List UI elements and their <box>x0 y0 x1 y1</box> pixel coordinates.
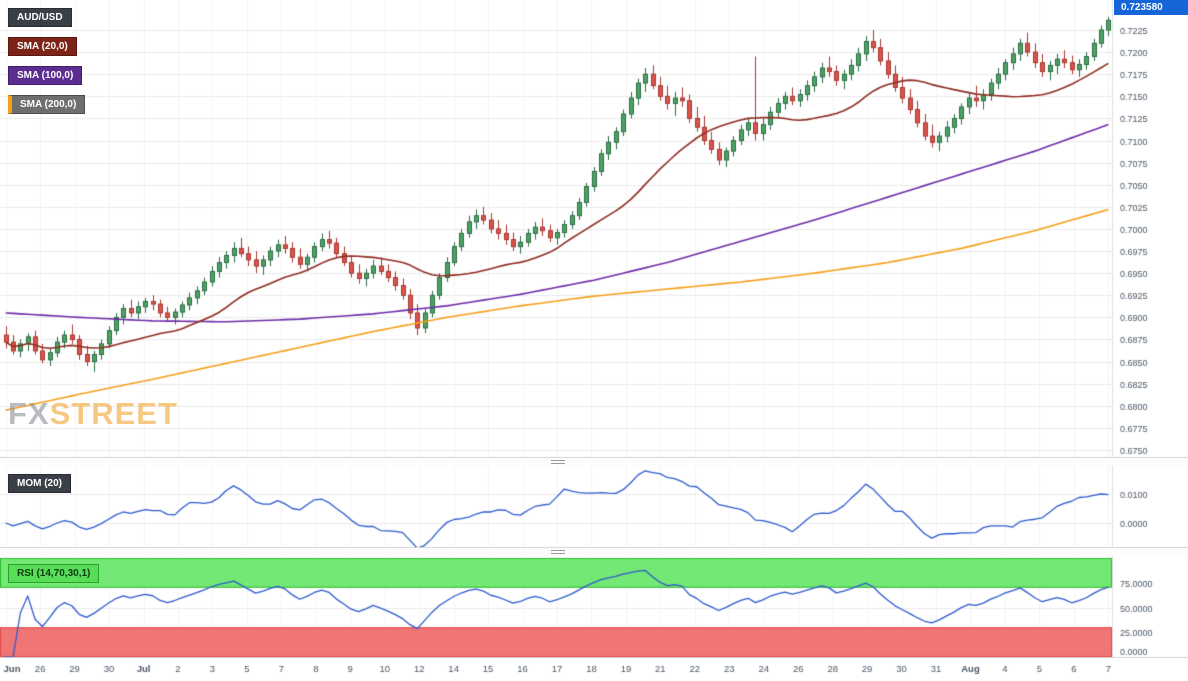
legend-pair[interactable]: AUD/USD <box>8 8 72 27</box>
resize-grip-icon <box>551 460 565 464</box>
sma200-label: SMA (200,0) <box>20 99 77 110</box>
legend: AUD/USD SMA (20,0) SMA (100,0) SMA (200,… <box>8 8 86 114</box>
momentum-panel: MOM (20) <box>0 466 1188 548</box>
time-axis[interactable] <box>0 658 1188 681</box>
rsi-canvas[interactable] <box>0 556 1188 658</box>
resize-grip-icon <box>551 550 565 554</box>
legend-rsi[interactable]: RSI (14,70,30,1) <box>8 564 100 583</box>
rsi-panel: RSI (14,70,30,1) <box>0 556 1188 658</box>
legend-sma100[interactable]: SMA (100,0) <box>8 66 83 85</box>
legend-sma200[interactable]: SMA (200,0) <box>8 95 86 114</box>
mom-label: MOM (20) <box>17 478 62 489</box>
price-panel: AUD/USD SMA (20,0) SMA (100,0) SMA (200,… <box>0 0 1188 458</box>
last-price-badge: 0.723580 <box>1114 0 1188 15</box>
rsi-label: RSI (14,70,30,1) <box>17 568 91 579</box>
legend-sma20[interactable]: SMA (20,0) <box>8 37 77 56</box>
legend-mom[interactable]: MOM (20) <box>8 474 71 493</box>
sma100-label: SMA (100,0) <box>17 70 74 81</box>
main-chart-canvas[interactable] <box>0 0 1188 458</box>
panel-divider-1[interactable] <box>0 458 1188 466</box>
pair-label: AUD/USD <box>17 12 63 23</box>
momentum-canvas[interactable] <box>0 466 1188 548</box>
panel-divider-2[interactable] <box>0 548 1188 556</box>
sma20-label: SMA (20,0) <box>17 41 68 52</box>
